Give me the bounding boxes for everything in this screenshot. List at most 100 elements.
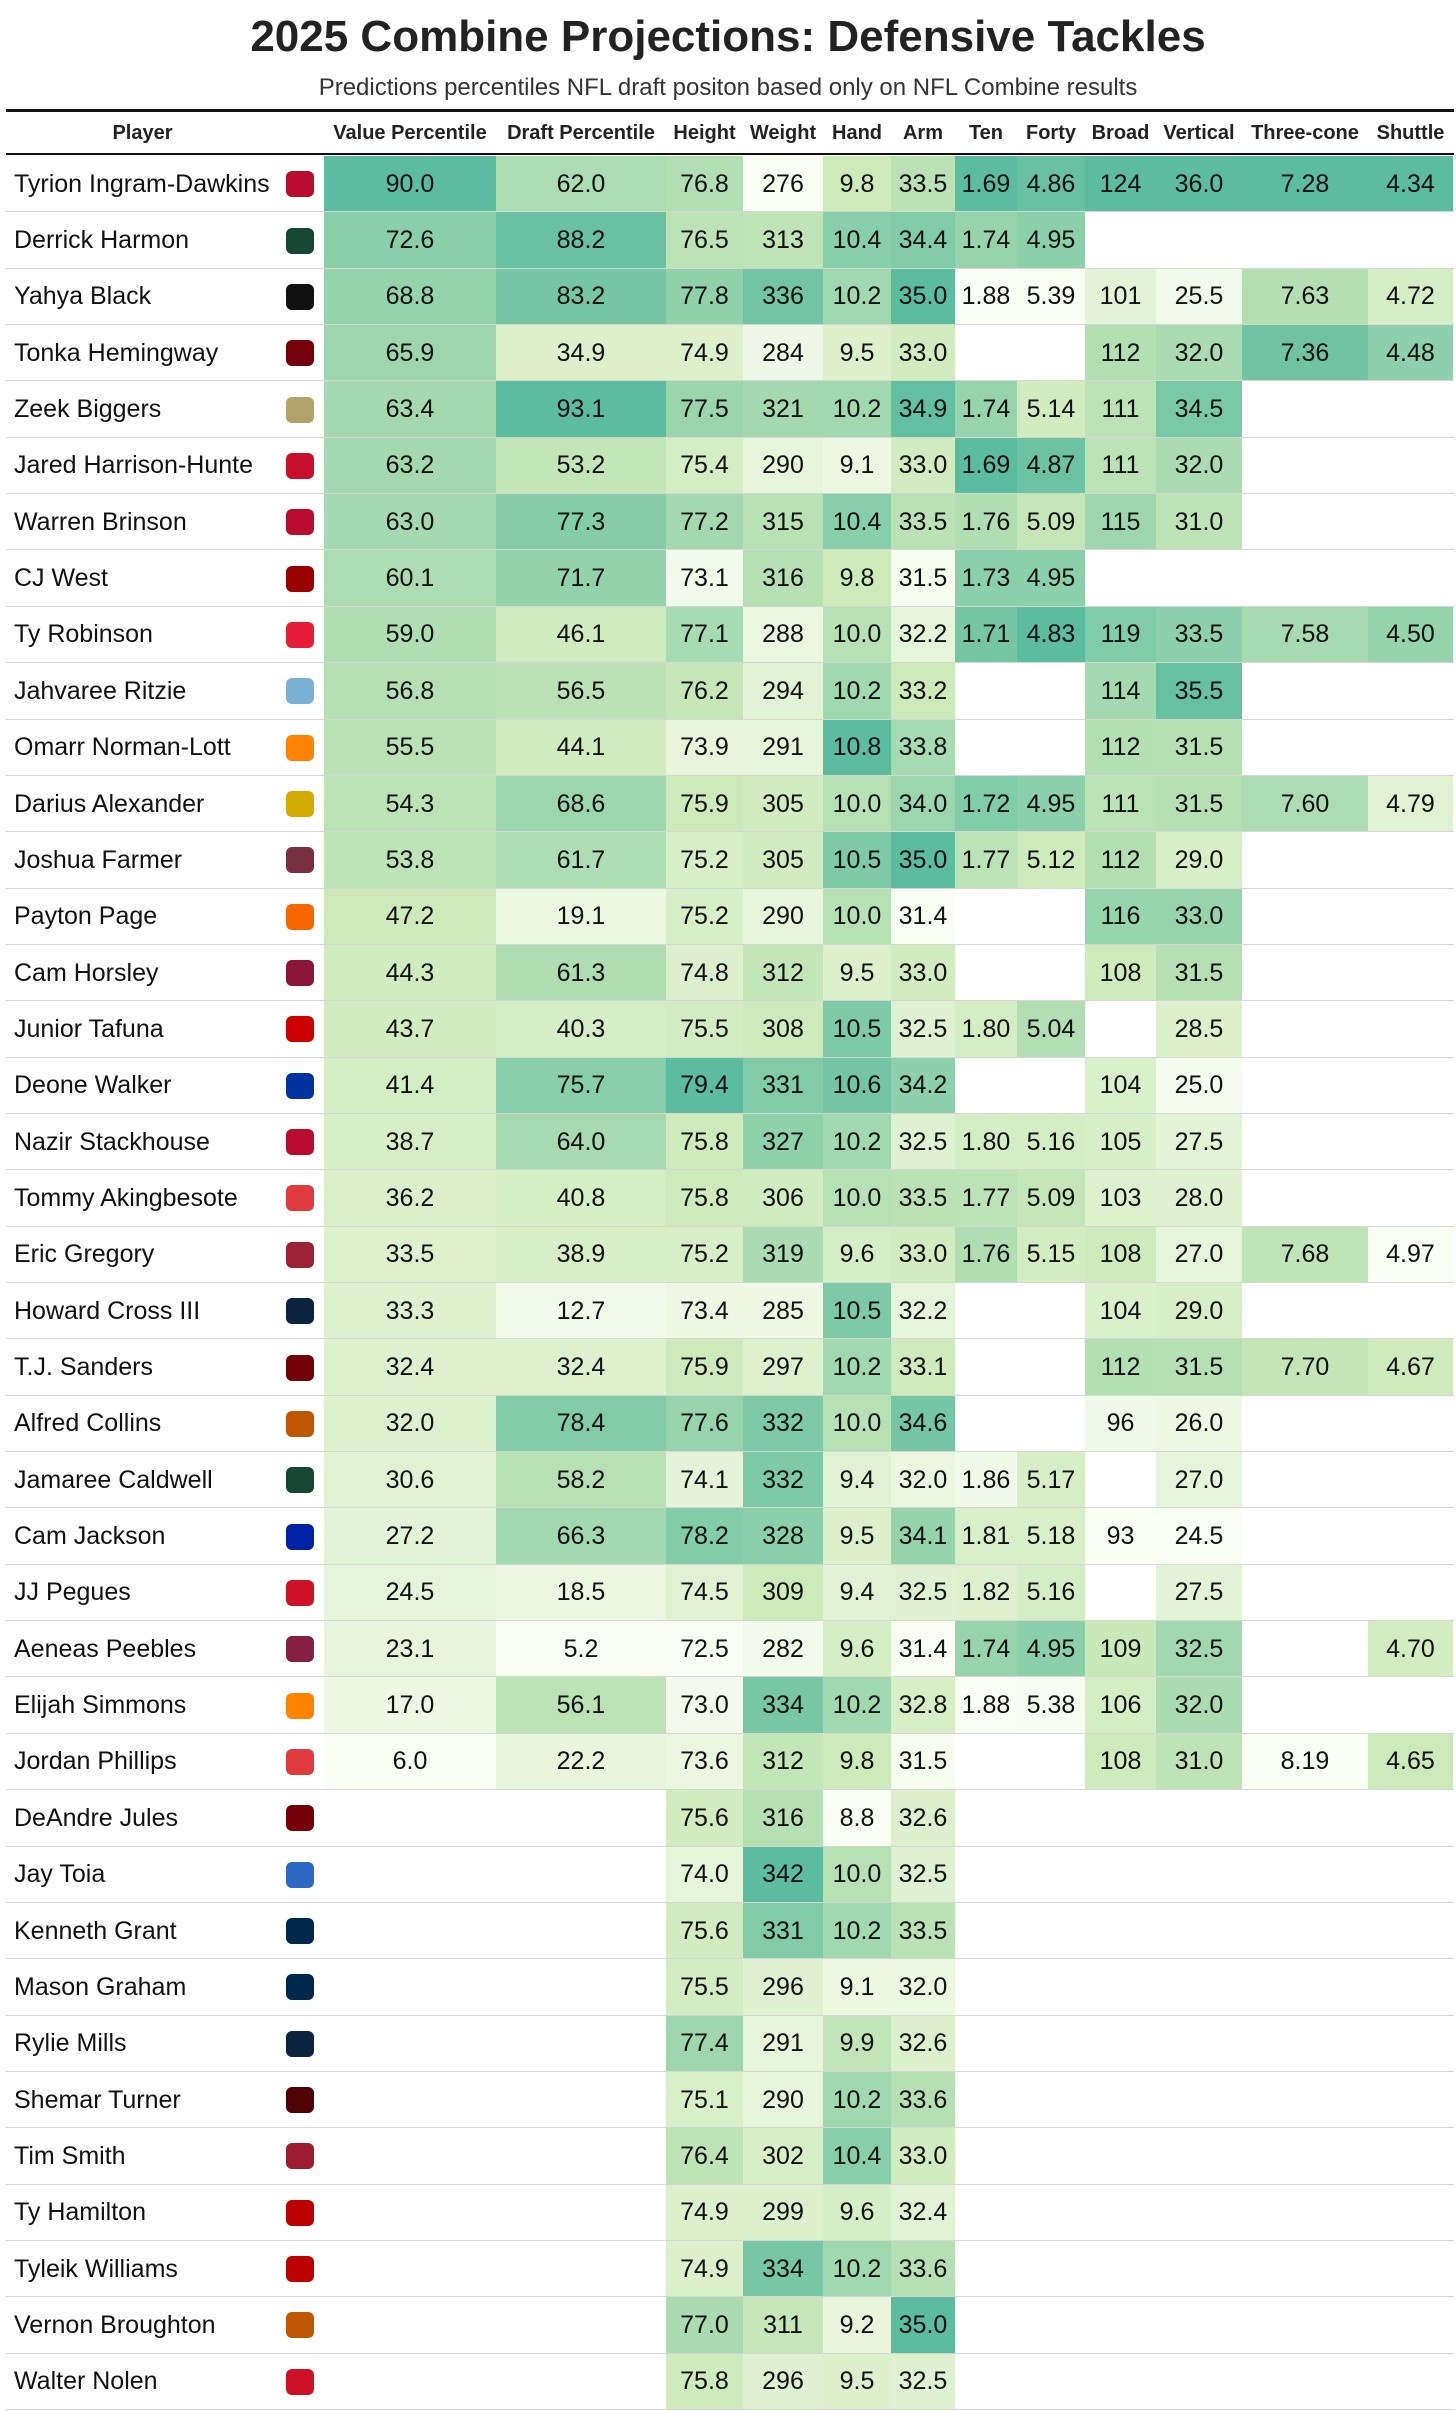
stat-cell: 35.0: [891, 832, 955, 889]
stat-cell: 32.5: [891, 2353, 955, 2410]
stat-cell: 73.4: [666, 1283, 743, 1340]
stat-cell: 63.2: [324, 437, 496, 495]
team-logo: [286, 1748, 314, 1775]
stat-cell: 77.6: [666, 1395, 743, 1453]
row-separator: [6, 718, 1454, 720]
stat-cell: 1.69: [955, 156, 1017, 213]
stat-cell: 33.0: [891, 325, 955, 382]
stat-cell: 112: [1085, 325, 1156, 382]
team-logo: [286, 1523, 314, 1550]
stat-cell: 25.0: [1156, 1057, 1242, 1114]
stat-cell: 27.0: [1156, 1452, 1242, 1509]
stat-cell: 40.3: [496, 1001, 666, 1058]
stat-cell: 312: [743, 1733, 823, 1791]
team-logo: [286, 227, 314, 254]
row-separator: [6, 1507, 1454, 1509]
stat-cell: 319: [743, 1226, 823, 1283]
player-name: Warren Brinson: [14, 507, 187, 536]
stat-cell: 311: [743, 2297, 823, 2354]
stat-cell: 313: [743, 212, 823, 269]
stat-cell: 76.8: [666, 156, 743, 213]
stat-cell: 1.73: [955, 550, 1017, 607]
stat-cell: 111: [1085, 775, 1156, 833]
stat-cell: 5.04: [1017, 1001, 1085, 1058]
stat-cell: 71.7: [496, 550, 666, 607]
stat-cell: 43.7: [324, 1001, 496, 1058]
stat-cell: 10.2: [823, 268, 891, 326]
stat-cell: 33.6: [891, 2071, 955, 2129]
stat-cell: 33.2: [891, 663, 955, 720]
stat-cell: 54.3: [324, 775, 496, 833]
stat-cell: 24.5: [1156, 1508, 1242, 1565]
stat-cell: 17.0: [324, 1677, 496, 1734]
row-separator: [6, 662, 1454, 664]
row-separator: [6, 2127, 1454, 2129]
stat-cell: 74.9: [666, 2240, 743, 2298]
stat-cell: 18.5: [496, 1564, 666, 1622]
player-name: Jahvaree Ritzie: [14, 676, 187, 705]
stat-cell: 327: [743, 1113, 823, 1171]
stat-cell: 101: [1085, 268, 1156, 326]
stat-cell: 29.0: [1156, 1283, 1242, 1340]
stat-cell: 290: [743, 437, 823, 495]
stat-cell: 10.0: [823, 1846, 891, 1903]
stat-cell: 1.82: [955, 1564, 1017, 1622]
team-logo: [286, 2312, 314, 2339]
row-separator: [6, 887, 1454, 889]
row-separator: [6, 436, 1454, 438]
column-header: Weight: [749, 122, 817, 144]
stat-cell: 4.83: [1017, 606, 1085, 664]
stat-cell: 34.6: [891, 1395, 955, 1453]
stat-cell: 31.5: [1156, 1339, 1242, 1396]
stat-cell: 33.3: [324, 1283, 496, 1340]
stat-cell: 77.1: [666, 606, 743, 664]
player-name: T.J. Sanders: [14, 1353, 153, 1382]
stat-cell: 297: [743, 1339, 823, 1396]
stat-cell: 10.0: [823, 775, 891, 833]
column-header: Arm: [902, 122, 943, 144]
team-logo: [286, 2143, 314, 2170]
stat-cell: 9.6: [823, 1621, 891, 1678]
stat-cell: 1.77: [955, 832, 1017, 889]
stat-cell: 114: [1085, 663, 1156, 720]
row-separator: [6, 1845, 1454, 1847]
stat-cell: 31.5: [1156, 719, 1242, 776]
stat-cell: 75.2: [666, 832, 743, 889]
stat-cell: 9.1: [823, 437, 891, 495]
stat-cell: 108: [1085, 1733, 1156, 1791]
player-name: Jamaree Caldwell: [14, 1465, 213, 1494]
stat-cell: 5.2: [496, 1621, 666, 1678]
stat-cell: 33.5: [891, 156, 955, 213]
stat-cell: 32.8: [891, 1677, 955, 1734]
column-header: Ten: [968, 122, 1004, 144]
team-logo: [286, 2368, 314, 2395]
stat-cell: 10.2: [823, 663, 891, 720]
row-separator: [6, 2014, 1454, 2016]
stat-cell: 32.0: [324, 1395, 496, 1453]
stat-cell: 66.3: [496, 1508, 666, 1565]
stat-cell: 33.5: [891, 1170, 955, 1227]
stat-cell: 74.0: [666, 1846, 743, 1903]
stat-cell: 8.19: [1242, 1733, 1368, 1791]
stat-cell: 41.4: [324, 1057, 496, 1114]
stat-cell: 77.0: [666, 2297, 743, 2354]
stat-cell: 10.2: [823, 1902, 891, 1960]
team-logo: [286, 452, 314, 479]
stat-cell: 10.5: [823, 832, 891, 889]
stat-cell: 75.7: [496, 1057, 666, 1114]
row-separator: [6, 1789, 1454, 1791]
player-name: Joshua Farmer: [14, 845, 183, 874]
stat-cell: 5.14: [1017, 381, 1085, 438]
stat-cell: 4.95: [1017, 212, 1085, 269]
player-name: Kenneth Grant: [14, 1916, 177, 1945]
stat-cell: 299: [743, 2184, 823, 2241]
stat-cell: 93: [1085, 1508, 1156, 1565]
stat-cell: 33.5: [891, 494, 955, 551]
row-separator: [6, 211, 1454, 213]
stat-cell: 60.1: [324, 550, 496, 607]
row-separator: [6, 1451, 1454, 1453]
row-separator: [6, 1901, 1454, 1903]
team-logo: [286, 1072, 314, 1099]
stat-cell: 305: [743, 832, 823, 889]
row-separator: [6, 1620, 1454, 1622]
